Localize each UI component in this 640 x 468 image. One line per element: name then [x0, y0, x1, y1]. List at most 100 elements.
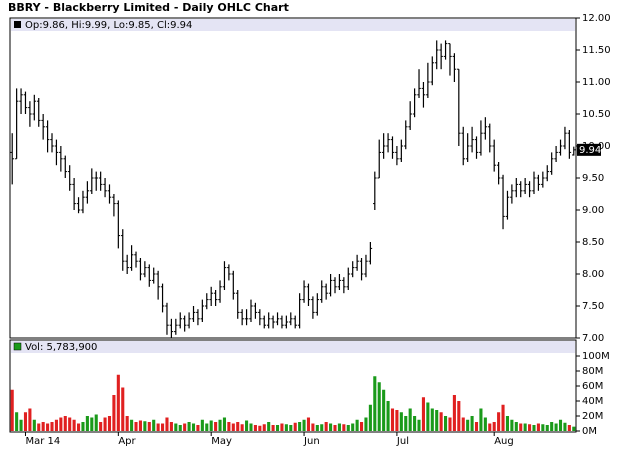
- volume-bar: [218, 419, 222, 431]
- volume-bar: [488, 423, 492, 431]
- volume-bar: [28, 408, 32, 431]
- volume-bar: [346, 425, 350, 431]
- x-tick-label: Aug: [494, 436, 514, 447]
- volume-bar: [364, 417, 368, 431]
- volume-bar: [324, 422, 328, 431]
- volume-bar: [505, 416, 510, 431]
- y-tick-label: 20M: [582, 411, 603, 422]
- volume-bar: [435, 410, 439, 431]
- volume-bar: [382, 389, 386, 431]
- volume-bar: [284, 424, 288, 431]
- y-tick-label: 0M: [582, 426, 597, 437]
- volume-bar: [169, 422, 173, 431]
- volume-bar: [280, 423, 284, 431]
- volume-bar: [23, 412, 28, 431]
- volume-bar: [236, 422, 240, 431]
- volume-bar: [267, 422, 271, 431]
- volume-bar: [147, 422, 151, 431]
- volume-bar: [81, 422, 85, 431]
- volume-bar: [311, 423, 315, 431]
- volume-bar: [408, 408, 412, 431]
- volume-bar: [289, 425, 293, 431]
- volume-bar: [501, 404, 505, 431]
- volume-bar: [466, 419, 470, 431]
- volume-bar: [152, 419, 156, 431]
- last-price-box: [577, 143, 601, 156]
- volume-bar: [214, 422, 218, 431]
- volume-bar: [399, 412, 403, 431]
- y-tick-label: 7.00: [582, 333, 604, 344]
- price-legend: Op:9.86, Hi:9.99, Lo:9.85, Cl:9.94: [25, 20, 192, 31]
- price-legend-strip: [11, 19, 575, 31]
- volume-bar: [19, 419, 23, 431]
- volume-bar: [103, 417, 107, 431]
- volume-bar: [161, 423, 165, 431]
- volume-bar: [554, 423, 558, 431]
- volume-bar: [368, 404, 372, 431]
- volume-bar: [116, 374, 120, 431]
- volume-legend-icon: [13, 342, 22, 351]
- volume-bar: [302, 419, 306, 431]
- volume-bar: [448, 417, 452, 431]
- volume-bar: [306, 417, 311, 431]
- volume-bar: [231, 423, 235, 431]
- volume-bar: [492, 422, 496, 431]
- volume-bar: [90, 417, 94, 431]
- volume-bar: [32, 419, 36, 431]
- volume-bar: [183, 423, 187, 431]
- y-tick-label: 11.50: [582, 45, 611, 56]
- volume-bar: [315, 425, 319, 431]
- y-tick-label: 12.00: [582, 13, 611, 24]
- volume-bar: [457, 401, 461, 431]
- volume-bar: [99, 422, 103, 431]
- volume-bar: [519, 423, 523, 431]
- volume-bar: [536, 423, 540, 431]
- y-tick-label: 9.00: [582, 205, 604, 216]
- volume-bar: [390, 408, 395, 431]
- volume-legend-strip: [11, 341, 575, 353]
- volume-bar: [143, 421, 147, 431]
- price-legend-icon: [14, 21, 21, 28]
- volume-bar: [275, 425, 280, 431]
- volume-bar: [68, 417, 72, 431]
- volume-bar: [452, 395, 456, 431]
- volume-bar: [337, 423, 341, 431]
- volume-bar: [125, 416, 129, 431]
- volume-bar: [15, 412, 19, 431]
- volume-bar: [72, 419, 76, 431]
- chart-title: BBRY - Blackberry Limited - Daily OHLC C…: [8, 1, 289, 14]
- volume-bar: [421, 397, 425, 431]
- volume-bar: [262, 424, 266, 431]
- volume-bar: [178, 425, 182, 431]
- volume-bar: [258, 425, 262, 431]
- volume-bar: [523, 423, 527, 431]
- y-tick-label: 7.50: [582, 301, 604, 312]
- volume-bar: [417, 419, 421, 431]
- volume-bar: [479, 408, 483, 431]
- volume-bar: [50, 422, 54, 431]
- x-tick-label: Jul: [396, 436, 409, 447]
- volume-bar: [320, 424, 324, 431]
- volume-bar: [541, 424, 545, 431]
- y-tick-label: 8.50: [582, 237, 604, 248]
- volume-bar: [130, 419, 134, 431]
- volume-bar: [550, 422, 554, 431]
- x-tick-label: Apr: [118, 436, 136, 447]
- volume-bar: [377, 382, 381, 431]
- y-tick-label: 80M: [582, 366, 603, 377]
- x-tick-label: May: [211, 436, 232, 447]
- volume-bar: [63, 416, 67, 431]
- volume-bar: [209, 420, 213, 431]
- volume-bar: [85, 416, 89, 431]
- volume-bar: [37, 423, 41, 431]
- y-tick-label: 9.50: [582, 173, 604, 184]
- volume-bar: [497, 412, 501, 431]
- volume-bar: [187, 422, 191, 431]
- x-tick-label: Jun: [303, 436, 320, 447]
- volume-bar: [196, 425, 200, 431]
- volume-bar: [240, 424, 244, 431]
- volume-bar: [567, 425, 571, 431]
- volume-bar: [10, 389, 14, 431]
- volume-bar: [528, 424, 532, 431]
